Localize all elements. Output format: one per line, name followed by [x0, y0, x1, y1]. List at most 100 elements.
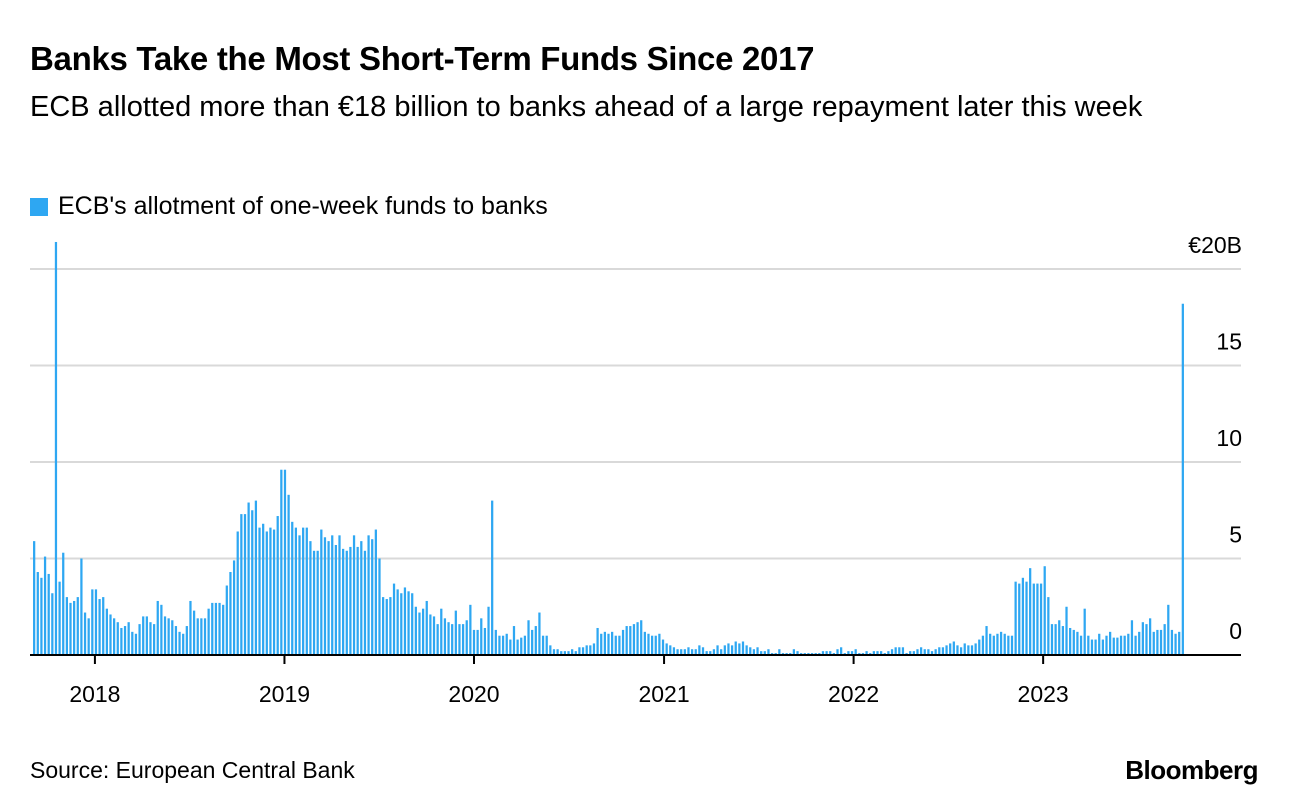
x-tick-label: 2019	[259, 681, 310, 707]
bar	[134, 633, 138, 655]
bar	[909, 651, 912, 655]
bar	[720, 649, 723, 655]
bar	[436, 624, 439, 655]
bar	[316, 550, 319, 655]
bar	[312, 550, 316, 655]
bar	[458, 624, 461, 655]
bar	[167, 618, 170, 655]
source-note: Source: European Central Bank	[30, 757, 355, 783]
bar	[752, 649, 756, 655]
bar	[374, 529, 377, 655]
bar	[981, 635, 985, 655]
bar	[262, 523, 265, 655]
bar	[185, 626, 188, 655]
y-tick-label: 10	[1216, 425, 1242, 451]
bar	[978, 639, 981, 655]
bar	[498, 635, 501, 655]
bar	[222, 604, 225, 655]
bar	[371, 539, 374, 655]
bar	[443, 618, 447, 655]
bar	[356, 546, 359, 655]
x-tick-label: 2022	[828, 681, 879, 707]
bar	[581, 647, 585, 655]
bar	[349, 546, 352, 655]
bar	[629, 626, 632, 655]
y-tick-label: 15	[1216, 329, 1242, 355]
bar	[941, 647, 945, 655]
bar	[825, 651, 828, 655]
bar	[654, 635, 657, 655]
bar	[65, 597, 68, 655]
bar	[494, 629, 497, 655]
bar	[1127, 633, 1130, 655]
bar	[171, 620, 174, 655]
bar	[429, 614, 432, 655]
bar	[225, 585, 228, 655]
x-tick-label: 2021	[638, 681, 689, 707]
bar	[621, 629, 625, 655]
bar	[352, 535, 356, 655]
bar	[850, 651, 854, 655]
bar	[589, 645, 592, 655]
bar	[338, 535, 341, 655]
bar	[676, 649, 679, 655]
bar	[741, 641, 745, 655]
bar	[669, 645, 672, 655]
bar	[963, 643, 966, 655]
bar	[203, 618, 207, 655]
bar	[745, 645, 748, 655]
bar	[378, 558, 381, 655]
bar	[389, 597, 392, 655]
bar	[331, 535, 334, 655]
bar	[1029, 568, 1032, 655]
bar	[661, 639, 665, 655]
bar	[556, 649, 559, 655]
bar	[690, 649, 694, 655]
bar	[501, 635, 505, 655]
bar	[952, 641, 955, 655]
bar	[76, 597, 79, 655]
bar	[480, 618, 483, 655]
bar	[640, 620, 643, 655]
bar	[214, 602, 218, 655]
bar	[294, 527, 298, 655]
bar	[1076, 631, 1079, 655]
bar	[142, 616, 145, 655]
bar	[407, 591, 410, 655]
bar	[523, 635, 527, 655]
bar	[414, 606, 417, 655]
bar	[385, 599, 388, 655]
bar	[665, 643, 668, 655]
bar	[360, 541, 363, 655]
bar	[1141, 622, 1144, 655]
bar	[160, 604, 163, 655]
bar	[792, 649, 796, 655]
bar	[625, 626, 628, 655]
bar	[461, 624, 465, 655]
bar	[403, 587, 407, 655]
bar	[327, 541, 330, 655]
x-tick-label: 2023	[1018, 681, 1069, 707]
bar	[367, 535, 370, 655]
bar	[956, 645, 959, 655]
bar	[287, 494, 290, 655]
bar	[418, 612, 421, 655]
bar	[320, 529, 323, 655]
bar	[600, 633, 603, 655]
bar	[1090, 639, 1094, 655]
bar	[1167, 604, 1170, 655]
bar	[709, 651, 712, 655]
bar	[1025, 581, 1028, 655]
bar	[1039, 583, 1043, 655]
bar	[240, 514, 243, 655]
axes: €20B 15 10 5 0 2018 2019 2020 2021 2022 2023	[30, 232, 1242, 707]
bar	[778, 649, 781, 655]
bar	[1036, 583, 1039, 655]
bar	[730, 645, 734, 655]
bar	[756, 647, 759, 655]
bar	[149, 622, 152, 655]
bar	[996, 633, 999, 655]
bar	[33, 541, 36, 655]
bar	[687, 647, 690, 655]
bar	[531, 629, 534, 655]
